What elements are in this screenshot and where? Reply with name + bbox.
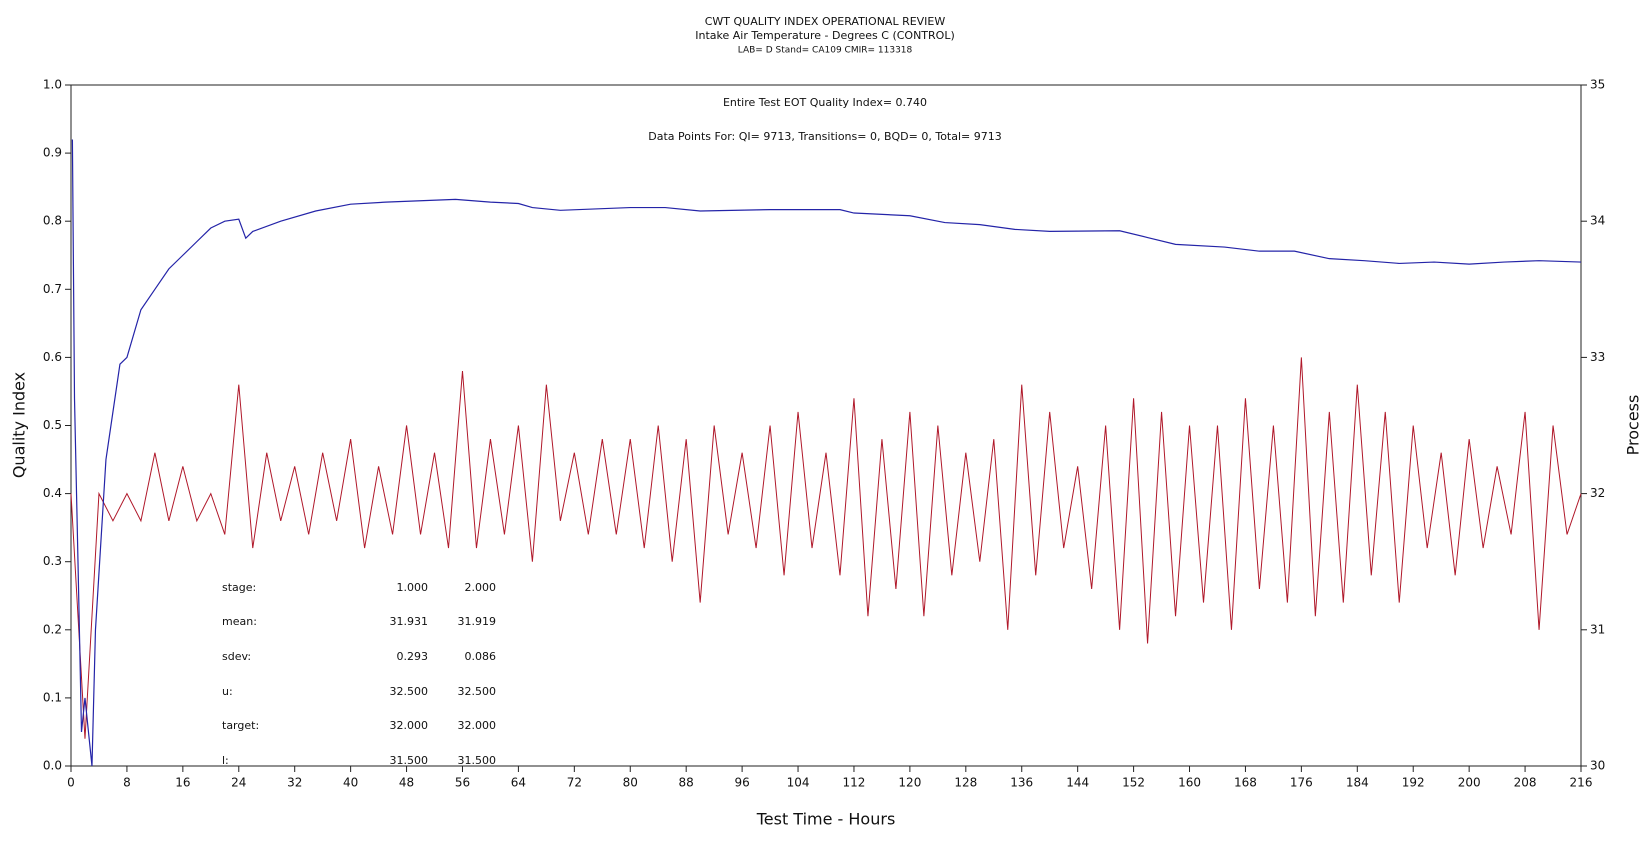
x-tick-label: 56: [455, 776, 470, 790]
x-tick-label: 104: [787, 776, 810, 790]
y2-tick-label: 33: [1590, 350, 1605, 364]
x-tick-label: 64: [511, 776, 526, 790]
y2-tick-label: 35: [1590, 78, 1605, 92]
stats-cell: l:: [222, 754, 229, 767]
stats-cell: mean:: [222, 615, 257, 628]
x-tick-label: 80: [623, 776, 638, 790]
stats-cell: 32.500: [458, 685, 497, 698]
y-axis-title: Quality Index: [10, 372, 29, 478]
x-tick-label: 216: [1570, 776, 1593, 790]
x-tick-label: 168: [1234, 776, 1257, 790]
x-tick-label: 40: [343, 776, 358, 790]
x-tick-label: 88: [679, 776, 694, 790]
y2-tick-label: 31: [1590, 622, 1605, 636]
x-tick-label: 32: [287, 776, 302, 790]
x-tick-label: 120: [898, 776, 921, 790]
y-tick-label: 1.0: [43, 78, 62, 92]
x-tick-label: 152: [1122, 776, 1145, 790]
stats-cell: 32.500: [390, 685, 429, 698]
chart-subtitle: LAB= D Stand= CA109 CMIR= 113318: [738, 46, 913, 56]
x-tick-label: 16: [175, 776, 190, 790]
series-line: [71, 139, 1582, 767]
x-tick-label: 72: [567, 776, 582, 790]
y-tick-label: 0.8: [43, 214, 62, 228]
x-tick-label: 208: [1514, 776, 1537, 790]
stats-cell: 31.919: [458, 615, 497, 628]
y-tick-label: 0.1: [43, 690, 62, 704]
stats-cell: 2.000: [465, 581, 497, 594]
y-tick-label: 0.4: [43, 486, 62, 500]
stats-cell: 0.086: [465, 650, 497, 663]
x-tick-label: 136: [1010, 776, 1033, 790]
chart-subtitle: Intake Air Temperature - Degrees C (CONT…: [695, 29, 955, 42]
x-tick-label: 144: [1066, 776, 1089, 790]
stats-cell: 1.000: [397, 581, 429, 594]
stats-cell: 32.000: [458, 719, 497, 732]
y-tick-label: 0.0: [43, 759, 62, 773]
stats-cell: sdev:: [222, 650, 251, 663]
x-tick-label: 48: [399, 776, 414, 790]
y2-tick-label: 34: [1590, 214, 1605, 228]
stats-cell: 31.500: [458, 754, 497, 767]
annotation: Data Points For: QI= 9713, Transitions= …: [648, 130, 1002, 143]
stats-cell: u:: [222, 685, 233, 698]
x-tick-label: 112: [843, 776, 866, 790]
x-tick-label: 96: [734, 776, 749, 790]
y-tick-label: 0.6: [43, 350, 62, 364]
x-tick-label: 200: [1458, 776, 1481, 790]
stats-cell: 0.293: [397, 650, 429, 663]
x-tick-label: 160: [1178, 776, 1201, 790]
y-tick-label: 0.5: [43, 418, 62, 432]
y-tick-label: 0.3: [43, 554, 62, 568]
y-tick-label: 0.2: [43, 622, 62, 636]
stats-cell: 31.500: [390, 754, 429, 767]
x-tick-label: 128: [954, 776, 977, 790]
stats-cell: 32.000: [390, 719, 429, 732]
y2-tick-label: 32: [1590, 486, 1605, 500]
x-axis-title: Test Time - Hours: [756, 810, 896, 829]
x-tick-label: 192: [1402, 776, 1425, 790]
series-line: [70, 357, 1582, 739]
y-tick-label: 0.9: [43, 146, 62, 160]
x-tick-label: 8: [123, 776, 131, 790]
chart-title: CWT QUALITY INDEX OPERATIONAL REVIEW: [705, 15, 946, 28]
stats-cell: target:: [222, 719, 259, 732]
x-tick-label: 24: [231, 776, 246, 790]
stats-cell: 31.931: [390, 615, 429, 628]
y-tick-label: 0.7: [43, 282, 62, 296]
x-tick-label: 0: [67, 776, 75, 790]
annotation: Entire Test EOT Quality Index= 0.740: [723, 96, 927, 109]
x-tick-label: 176: [1290, 776, 1313, 790]
y2-tick-label: 30: [1590, 759, 1605, 773]
stats-cell: stage:: [222, 581, 256, 594]
x-tick-label: 184: [1346, 776, 1369, 790]
y2-axis-title: Process: [1624, 395, 1643, 456]
